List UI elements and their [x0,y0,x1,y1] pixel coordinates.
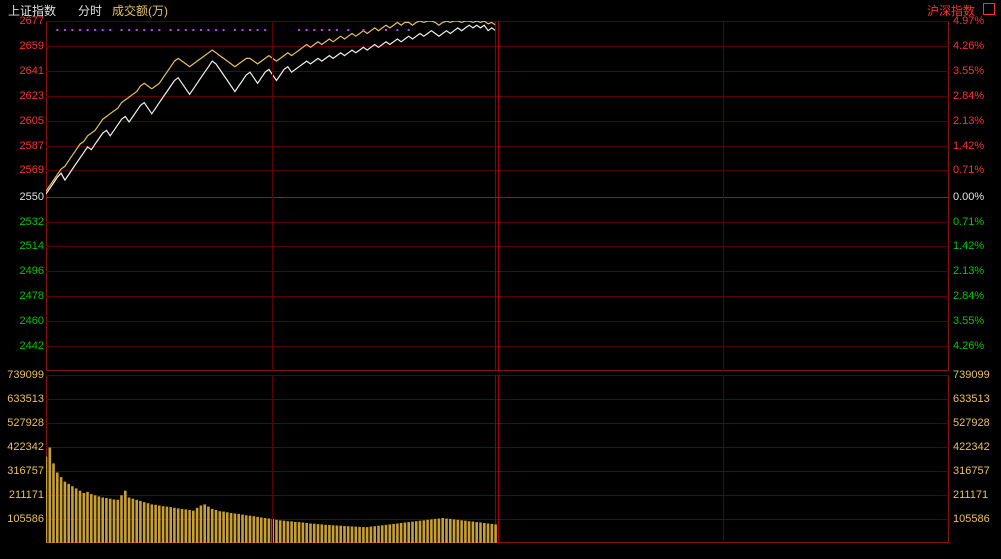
axis-tick-label: 422342 [953,442,990,453]
axis-tick-label: 2.84% [953,291,984,302]
axis-tick-label: 2659 [2,41,44,52]
axis-tick-label: 316757 [953,466,990,477]
axis-tick-label: 2532 [2,217,44,228]
axis-tick-label: 2478 [2,291,44,302]
axis-tick-label: 739099 [0,370,44,381]
axis-tick-label: 2605 [2,116,44,127]
axis-tick-label: 4.97% [953,16,984,27]
axis-tick-label: 2623 [2,91,44,102]
axis-tick-label: 2587 [2,141,44,152]
axis-tick-label: 422342 [0,442,44,453]
axis-tick-label: 105586 [953,514,990,525]
axis-tick-label: 1.42% [953,241,984,252]
axis-tick-label: 2496 [2,266,44,277]
axis-tick-label: 2641 [2,66,44,77]
axis-tick-label: 2460 [2,316,44,327]
header: 上证指数 分时 成交额(万) 沪深指数 [0,0,1001,18]
axis-tick-label: 2514 [2,241,44,252]
axis-tick-label: 0.00% [953,192,984,203]
axis-tick-label: 105586 [0,514,44,525]
axis-tick-label: 0.71% [953,165,984,176]
axis-tick-label: 211171 [953,490,988,501]
axis-tick-label: 527928 [0,418,44,429]
axis-tick-label: 4.26% [953,41,984,52]
axis-tick-label: 2.84% [953,91,984,102]
axis-tick-label: 3.55% [953,66,984,77]
axis-tick-label: 316757 [0,466,44,477]
axis-tick-label: 0.71% [953,217,984,228]
close-icon[interactable] [983,3,995,15]
axis-tick-label: 633513 [0,394,44,405]
axis-tick-label: 527928 [953,418,990,429]
axis-tick-label: 1.42% [953,141,984,152]
axis-tick-label: 3.55% [953,316,984,327]
axis-tick-label: 2.13% [953,266,984,277]
axis-tick-label: 2677 [2,16,44,27]
axis-tick-label: 633513 [953,394,990,405]
axis-tick-label: 211171 [0,490,44,501]
axis-tick-label: 2569 [2,165,44,176]
axis-tick-label: 4.26% [953,341,984,352]
mode-label: 分时 [78,2,102,19]
axis-tick-label: 2.13% [953,116,984,127]
axis-tick-label: 2442 [2,341,44,352]
axis-tick-label: 2550 [2,192,44,203]
axis-tick-label: 739099 [953,370,990,381]
turnover-label: 成交额(万) [112,2,168,19]
